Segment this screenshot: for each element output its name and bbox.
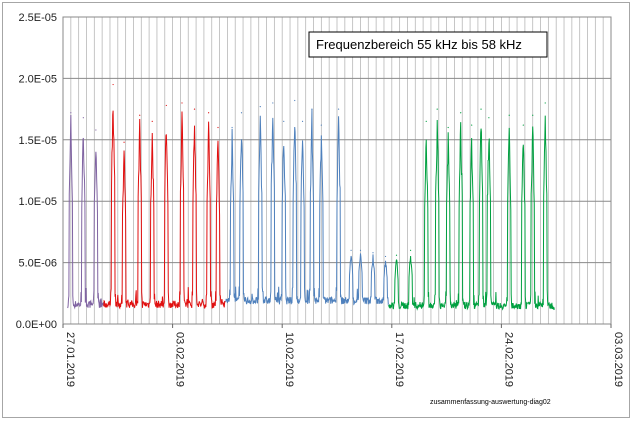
peak-point bbox=[447, 126, 449, 129]
peak-point bbox=[320, 124, 322, 126]
x-tick-label: 24.02.2019 bbox=[502, 332, 514, 387]
peak-point bbox=[337, 108, 340, 110]
peak-point bbox=[409, 249, 412, 251]
annotation-box: Frequenzbereich 55 kHz bis 58 kHz bbox=[308, 31, 548, 58]
series-serie-2 bbox=[103, 83, 226, 310]
series-line bbox=[225, 109, 390, 306]
series-serie-1 bbox=[67, 112, 105, 310]
peak-point bbox=[395, 254, 398, 256]
peak-point bbox=[471, 124, 473, 126]
peak-point bbox=[350, 249, 352, 251]
footer-label: zusammenfassung-auswertung-diag02 bbox=[430, 399, 551, 406]
peak-point bbox=[139, 114, 141, 116]
peak-point bbox=[522, 124, 524, 126]
peak-point bbox=[460, 112, 462, 114]
x-tick-label: 10.02.2019 bbox=[283, 332, 295, 387]
y-axis-ticks: 0.0E+00 5.0E-06 1.0E-05 1.5E-05 2.0E-05 2.5E-… bbox=[16, 12, 57, 331]
series-serie-3 bbox=[225, 99, 390, 306]
peak-point bbox=[436, 108, 438, 110]
peak-point bbox=[425, 120, 427, 122]
peak-point bbox=[359, 249, 362, 251]
peak-point bbox=[217, 126, 219, 129]
peak-point bbox=[112, 83, 114, 86]
peak-point bbox=[181, 102, 183, 104]
peak-point bbox=[508, 114, 510, 116]
peak-point bbox=[480, 108, 482, 110]
peak-point bbox=[532, 114, 534, 116]
peak-point bbox=[384, 255, 387, 258]
peak-point bbox=[95, 129, 97, 131]
peak-point bbox=[544, 102, 546, 104]
x-tick-label: 27.01.2019 bbox=[64, 332, 76, 387]
peak-point bbox=[301, 120, 304, 122]
peak-point bbox=[283, 120, 285, 122]
plot-area-border bbox=[62, 16, 612, 325]
y-tick-label: 1.5E-05 bbox=[18, 135, 57, 147]
peak-point bbox=[70, 112, 72, 114]
peak-point bbox=[294, 99, 296, 102]
y-tick-label: 5.0E-06 bbox=[18, 258, 57, 270]
peak-point bbox=[311, 108, 313, 110]
series-serie-4 bbox=[388, 102, 555, 311]
peak-point bbox=[372, 252, 374, 254]
peak-point bbox=[82, 117, 84, 119]
x-tick-label: 03.03.2019 bbox=[612, 332, 624, 387]
peak-point bbox=[165, 104, 167, 107]
y-tick-label: 0.0E+00 bbox=[16, 319, 57, 331]
peak-point bbox=[151, 120, 153, 122]
peak-point bbox=[193, 108, 196, 110]
peak-point bbox=[240, 112, 243, 114]
series-layer bbox=[67, 83, 555, 311]
annotation-text: Frequenzbereich 55 kHz bis 58 kHz bbox=[316, 37, 522, 52]
series-line bbox=[103, 110, 226, 310]
x-tick-label: 17.02.2019 bbox=[393, 332, 405, 387]
y-tick-label: 2.0E-05 bbox=[18, 73, 57, 85]
x-axis-ticks: 27.01.2019 03.02.2019 10.02.2019 17.02.2019… bbox=[62, 324, 624, 387]
y-tick-label: 2.5E-05 bbox=[18, 12, 57, 24]
peak-point bbox=[488, 117, 490, 119]
x-tick-label: 03.02.2019 bbox=[174, 332, 186, 387]
series-line bbox=[388, 115, 555, 311]
peak-point bbox=[231, 126, 233, 129]
peak-point bbox=[272, 102, 274, 104]
series-line bbox=[67, 114, 105, 310]
y-tick-label: 1.0E-05 bbox=[18, 196, 57, 208]
peak-point bbox=[208, 112, 210, 114]
peak-point bbox=[259, 106, 261, 108]
peak-point bbox=[123, 141, 125, 143]
